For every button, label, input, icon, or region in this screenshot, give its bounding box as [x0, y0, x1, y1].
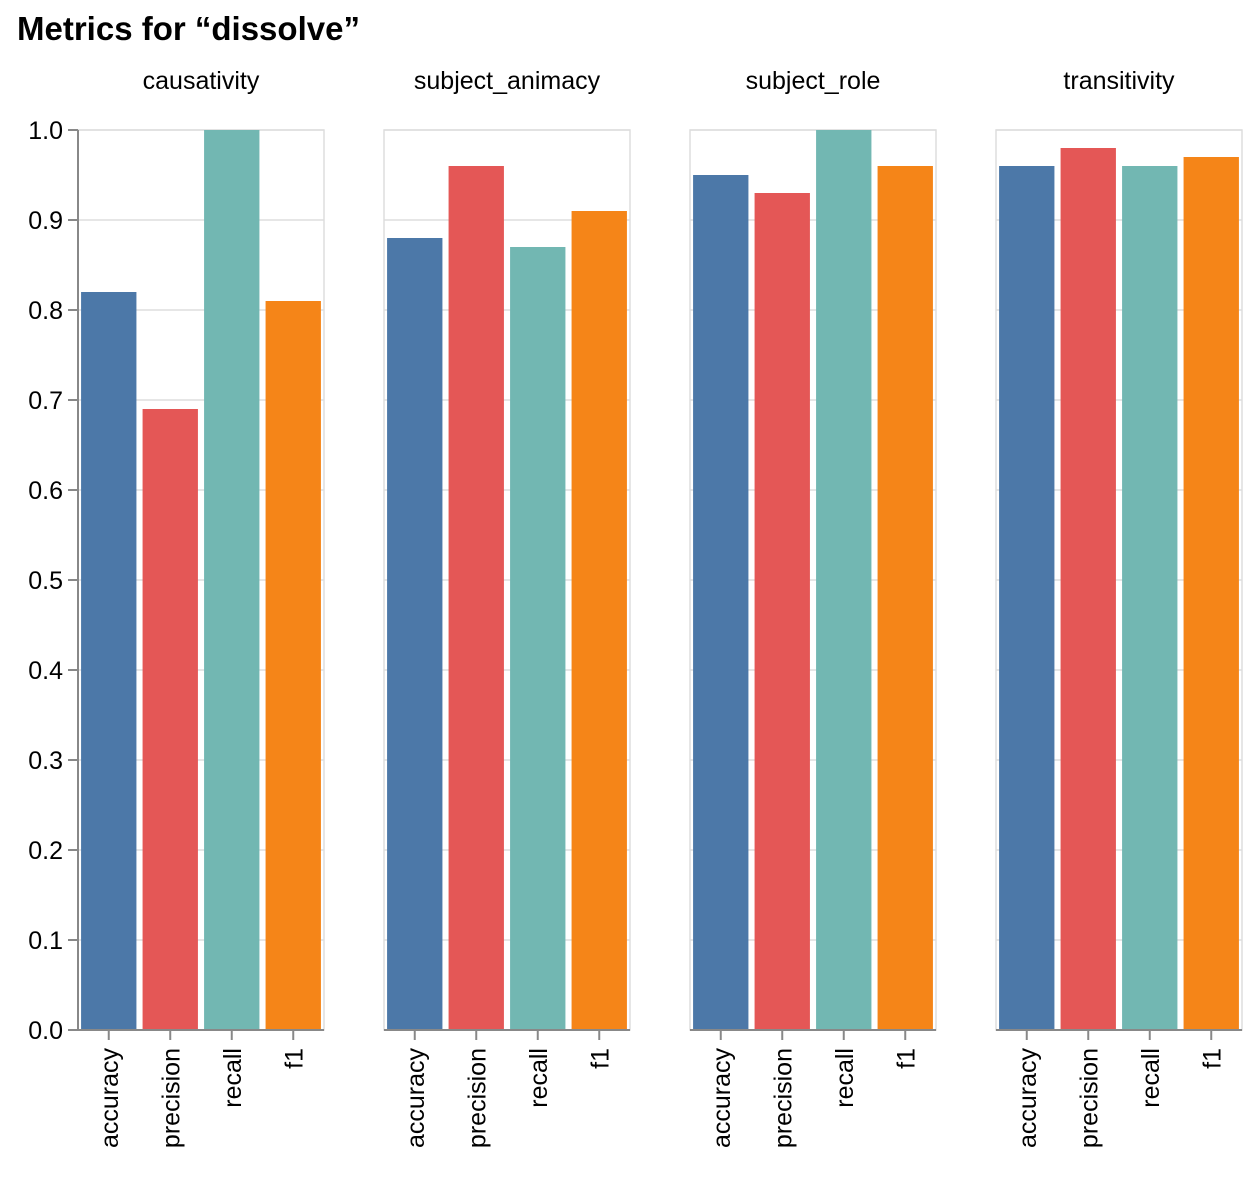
bar-causativity-precision [142, 409, 198, 1030]
facet-title-causativity: causativity [143, 67, 260, 95]
x-tick-label-transitivity-f1: f1 [1198, 1048, 1226, 1069]
x-tick-label-causativity-recall: recall [219, 1048, 247, 1108]
x-tick-label-causativity-precision: precision [157, 1048, 185, 1148]
x-tick-label-subject_role-recall: recall [831, 1048, 859, 1108]
x-tick-label-transitivity-recall: recall [1137, 1048, 1165, 1108]
bar-transitivity-precision [1060, 148, 1116, 1030]
bar-transitivity-f1 [1183, 157, 1239, 1030]
facet-title-subject_role: subject_role [746, 67, 881, 95]
y-tick-label-0.1: 0.1 [28, 927, 63, 955]
x-tick-label-subject_role-precision: precision [769, 1048, 797, 1148]
bar-causativity-f1 [265, 301, 321, 1030]
x-tick-label-subject_animacy-accuracy: accuracy [402, 1048, 430, 1149]
x-tick-label-subject_role-accuracy: accuracy [708, 1048, 736, 1149]
y-tick-label-0.3: 0.3 [28, 747, 63, 775]
facet-title-subject_animacy: subject_animacy [414, 67, 601, 95]
facet-title-transitivity: transitivity [1063, 67, 1175, 95]
x-tick-label-transitivity-precision: precision [1075, 1048, 1103, 1148]
x-tick-label-subject_animacy-f1: f1 [586, 1048, 614, 1069]
x-tick-label-subject_role-f1: f1 [892, 1048, 920, 1069]
chart-title: Metrics for “dissolve” [17, 10, 360, 47]
x-tick-label-subject_animacy-precision: precision [463, 1048, 491, 1148]
y-tick-label-0.6: 0.6 [28, 477, 63, 505]
bar-causativity-accuracy [81, 292, 137, 1030]
bar-transitivity-accuracy [999, 166, 1055, 1030]
bar-subject_role-f1 [877, 166, 933, 1030]
bar-transitivity-recall [1122, 166, 1178, 1030]
bar-subject_role-accuracy [693, 175, 749, 1030]
y-tick-label-0.4: 0.4 [28, 657, 63, 685]
y-tick-label-0.8: 0.8 [28, 297, 63, 325]
bar-causativity-recall [204, 130, 260, 1030]
y-tick-label-1.0: 1.0 [28, 117, 63, 145]
x-tick-label-transitivity-accuracy: accuracy [1014, 1048, 1042, 1149]
bar-subject_role-recall [816, 130, 872, 1030]
x-tick-label-causativity-accuracy: accuracy [96, 1048, 124, 1149]
y-tick-label-0.0: 0.0 [28, 1017, 63, 1045]
bar-subject_animacy-recall [510, 247, 566, 1030]
y-tick-label-0.5: 0.5 [28, 567, 63, 595]
bar-subject_animacy-precision [448, 166, 504, 1030]
bar-subject_animacy-f1 [571, 211, 627, 1030]
x-tick-label-subject_animacy-recall: recall [525, 1048, 553, 1108]
x-tick-label-causativity-f1: f1 [280, 1048, 308, 1069]
bar-subject_role-precision [754, 193, 810, 1030]
y-tick-label-0.9: 0.9 [28, 207, 63, 235]
bar-subject_animacy-accuracy [387, 238, 443, 1030]
y-tick-label-0.2: 0.2 [28, 837, 63, 865]
y-tick-label-0.7: 0.7 [28, 387, 63, 415]
